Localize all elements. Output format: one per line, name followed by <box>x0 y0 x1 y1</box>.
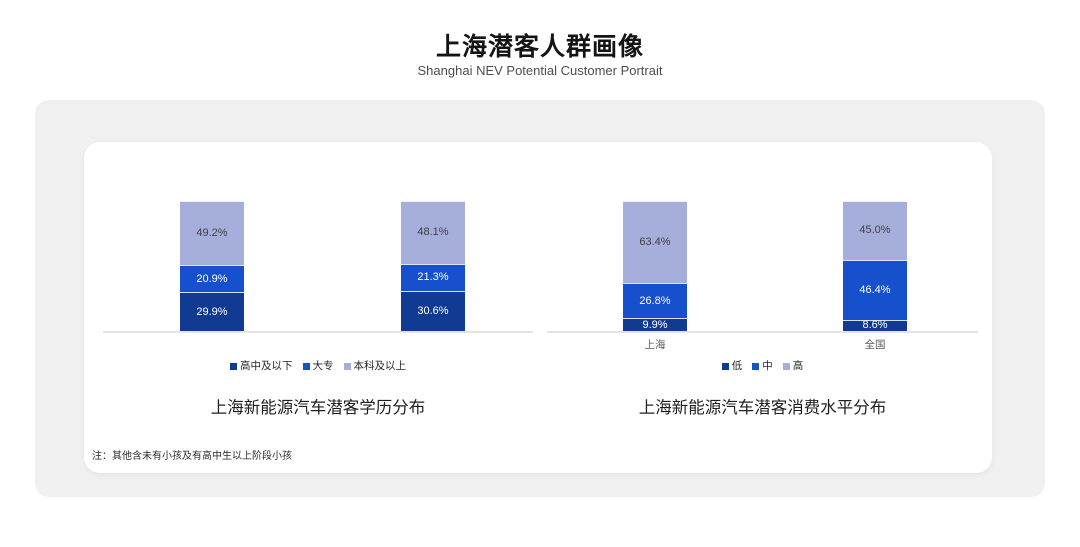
x-axis-line <box>103 331 533 333</box>
bar-segment: 20.9% <box>180 264 244 293</box>
bar-segment: 21.3% <box>401 263 465 292</box>
bar-segment-label: 46.4% <box>859 283 891 296</box>
bar-segment: 46.4% <box>843 259 907 320</box>
footnote: 注：其他含未有小孩及有高中生以上阶段小孩 <box>92 451 292 462</box>
bar-segment-label: 9.9% <box>642 318 668 331</box>
bar-segment: 30.6% <box>401 291 465 331</box>
legend-item: 低 <box>721 359 743 372</box>
legend-swatch <box>782 362 790 370</box>
x-axis-line <box>547 331 978 333</box>
legend-swatch <box>343 362 351 370</box>
legend: 低中高 <box>547 360 978 372</box>
legend-swatch <box>721 362 729 370</box>
legend-item: 中 <box>752 359 773 372</box>
category-label: 全国 <box>864 339 886 351</box>
category-label: 上海 <box>644 339 666 351</box>
page-title: 上海潜客人群画像 <box>435 33 644 61</box>
bar-segment-label: 45.0% <box>859 224 891 237</box>
bar-segment-label: 8.6% <box>862 319 888 332</box>
legend-item: 本科及以上 <box>343 359 407 372</box>
bar-segment-label: 48.1% <box>417 226 449 239</box>
chart-title-consumption: 上海新能源汽车潜客消费水平分布 <box>638 399 887 417</box>
bar-segment: 49.2% <box>180 201 244 265</box>
stacked-bar: 29.9% 20.9% 49.2% <box>180 201 244 331</box>
legend-label: 高 <box>792 359 804 372</box>
legend-label: 本科及以上 <box>353 359 407 372</box>
bar-segment-label: 49.2% <box>196 227 228 239</box>
bar-segment-label: 20.9% <box>196 272 228 285</box>
legend-label: 中 <box>762 359 773 372</box>
stacked-bar: 9.9% 26.8% 63.4% <box>623 201 687 331</box>
legend-swatch <box>752 362 760 370</box>
bar-segment: 8.6% <box>843 319 907 332</box>
legend-item: 高 <box>782 359 804 372</box>
bar-segment-label: 21.3% <box>417 271 449 284</box>
bar-segment: 29.9% <box>180 292 244 331</box>
chart-title-education: 上海新能源汽车潜客学历分布 <box>210 399 426 417</box>
stacked-bar: 30.6% 21.3% 48.1% <box>401 201 465 331</box>
bar-segment: 26.8% <box>623 283 687 319</box>
chart-card: 上海新能源汽车潜客学历分布 上海新能源汽车潜客消费水平分布 注：其他含未有小孩及… <box>84 142 992 473</box>
bar-segment: 9.9% <box>623 318 687 331</box>
page-subtitle: Shanghai NEV Potential Customer Portrait <box>417 63 663 78</box>
bar-segment-label: 29.9% <box>196 305 228 318</box>
legend-label: 低 <box>731 359 743 372</box>
bar-segment-label: 30.6% <box>417 305 449 318</box>
bar-segment: 48.1% <box>401 201 465 264</box>
legend-label: 大专 <box>312 359 334 372</box>
legend-swatch <box>230 362 237 370</box>
legend-item: 大专 <box>302 359 334 372</box>
legend-swatch <box>302 362 310 370</box>
stacked-bar: 8.6% 46.4% 45.0% <box>843 201 907 331</box>
bar-segment: 63.4% <box>623 201 687 284</box>
bar-segment: 45.0% <box>843 201 907 260</box>
bar-segment-label: 63.4% <box>639 236 671 249</box>
bar-segment-label: 26.8% <box>639 294 671 307</box>
legend-item: 高中及以下 <box>230 359 293 372</box>
legend: 高中及以下 大专 本科及以上 <box>103 360 533 372</box>
legend-label: 高中及以下 <box>240 359 293 372</box>
